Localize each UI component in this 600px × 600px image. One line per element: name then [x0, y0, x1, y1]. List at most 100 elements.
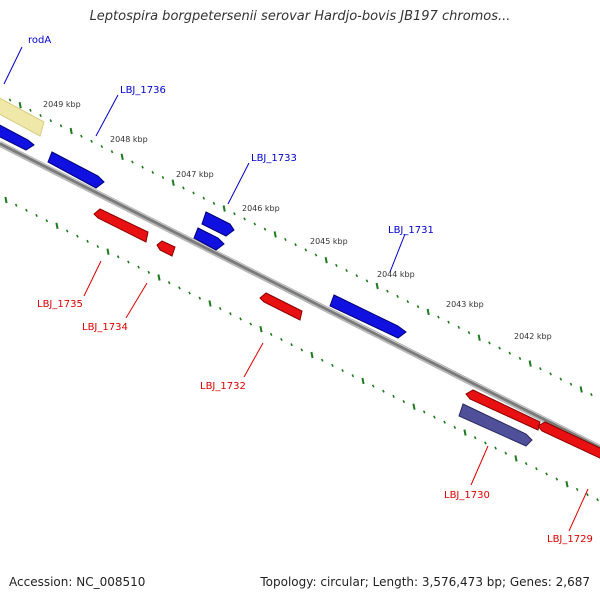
gene-label-lbj-1732[interactable]: LBJ_1732 [200, 381, 246, 392]
reverse-gene-arrow[interactable] [156, 240, 176, 257]
forward-gene-arrow[interactable] [329, 294, 407, 339]
tick-mark [100, 144, 104, 149]
gene-label-roda[interactable]: rodA [28, 35, 51, 46]
tick-mark [59, 124, 63, 128]
rrna-feature[interactable] [0, 96, 45, 137]
forward-gene-arrow[interactable] [0, 122, 35, 151]
tick-mark [314, 253, 318, 257]
tick-mark [127, 260, 130, 264]
label-leader-lines [3, 46, 589, 532]
tick-mark [116, 255, 120, 259]
tick-mark [243, 217, 246, 221]
tick-mark [280, 337, 283, 342]
gene-label-lbj-1729[interactable]: LBJ_1729 [547, 534, 593, 545]
reverse-gene-arrow[interactable] [537, 421, 600, 460]
tick-mark [351, 374, 355, 378]
tick-mark [202, 196, 206, 200]
chromosome-backbone [0, 141, 600, 451]
tick-mark [259, 326, 263, 333]
tick-mark [178, 286, 181, 290]
tick-mark [514, 455, 518, 462]
forward-gene-arrow[interactable] [201, 211, 235, 237]
tick-mark [284, 237, 287, 242]
scale-label: 2042 kbp [514, 332, 552, 341]
tick-mark [69, 127, 73, 135]
chromosome-title: Leptospira borgpetersenii serovar Hardjo… [89, 9, 511, 24]
tick-mark [437, 315, 440, 319]
tick-mark [110, 150, 114, 154]
tick-mark [120, 153, 124, 160]
reverse-gene-arrow[interactable] [259, 292, 303, 321]
tick-mark [586, 493, 589, 497]
tick-mark [473, 436, 477, 440]
tick-mark [524, 462, 528, 466]
gene-label-lbj-1735[interactable]: LBJ_1735 [37, 299, 83, 310]
tick-mark [569, 382, 573, 386]
tick-mark [300, 348, 304, 352]
tick-mark [447, 320, 450, 324]
tick-mark [45, 219, 49, 223]
scale-label: 2046 kbp [242, 204, 280, 213]
tick-mark [157, 274, 161, 281]
tick-mark [596, 498, 599, 502]
tick-mark [579, 386, 583, 393]
tick-mark [453, 425, 457, 429]
tick-mark [402, 400, 406, 404]
tick-mark [555, 477, 559, 481]
tick-mark [484, 441, 487, 445]
tick-mark [498, 346, 501, 350]
accession-label: Accession: NC_008510 [9, 575, 146, 589]
scale-label: 2045 kbp [310, 237, 348, 246]
tick-mark [324, 257, 328, 264]
reverse-gene-arrow[interactable] [465, 389, 541, 431]
tick-mark [565, 481, 569, 488]
tick-mark [151, 170, 155, 174]
tick-mark [269, 332, 273, 336]
tick-mark [365, 279, 369, 283]
tick-mark [39, 113, 42, 118]
tick-mark [549, 372, 552, 376]
gene-label-lbj-1731[interactable]: LBJ_1731 [388, 225, 434, 236]
tick-mark [335, 263, 338, 267]
gene-label-lbj-1733[interactable]: LBJ_1733 [251, 153, 297, 164]
highlighted-gene-arrow[interactable] [458, 403, 533, 447]
gene-label-lbj-1730[interactable]: LBJ_1730 [444, 490, 490, 501]
tick-mark [345, 268, 348, 273]
tick-mark [463, 429, 467, 436]
tick-mark [477, 334, 481, 341]
reverse-tick-ruler [4, 196, 599, 502]
reverse-gene-arrow[interactable] [93, 208, 149, 243]
reverse-strand-features [93, 208, 600, 460]
tick-mark [539, 367, 542, 371]
tick-mark [457, 325, 461, 329]
forward-gene-arrow[interactable] [47, 151, 105, 189]
tick-mark [137, 265, 140, 269]
tick-mark [96, 244, 100, 249]
tick-mark [192, 191, 195, 195]
tick-mark [35, 213, 38, 218]
tick-mark [25, 208, 28, 212]
tick-mark [8, 98, 12, 102]
tick-mark [253, 222, 257, 226]
tick-mark [467, 331, 471, 335]
tick-mark [494, 446, 497, 450]
tick-mark [208, 300, 212, 307]
tick-mark [4, 196, 8, 204]
tick-mark [392, 394, 395, 398]
forward-tick-ruler [8, 98, 593, 397]
tick-mark [90, 139, 93, 143]
tick-mark [131, 160, 134, 164]
tick-mark [361, 377, 365, 385]
forward-gene-arrow[interactable] [193, 227, 225, 251]
gene-label-lbj-1736[interactable]: LBJ_1736 [120, 85, 166, 96]
tick-mark [504, 451, 508, 455]
tick-mark [29, 108, 32, 112]
tick-mark [18, 102, 22, 109]
tick-mark [188, 291, 191, 295]
tick-mark [426, 308, 430, 316]
gene-label-lbj-1734[interactable]: LBJ_1734 [82, 322, 128, 333]
tick-mark [212, 201, 216, 205]
tick-mark [106, 248, 110, 255]
tick-mark [386, 289, 389, 293]
tick-mark [304, 248, 308, 252]
